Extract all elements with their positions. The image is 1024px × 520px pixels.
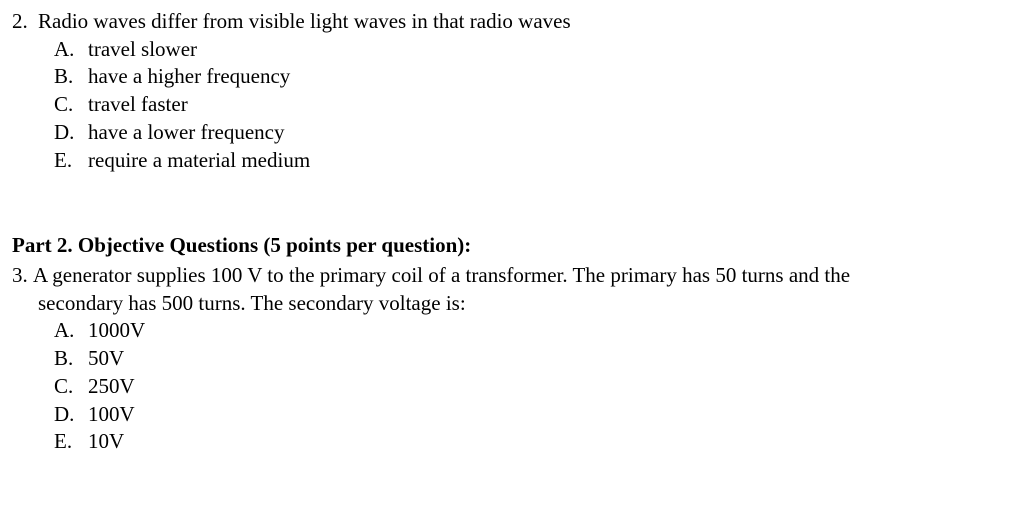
question-2: 2. Radio waves differ from visible light… [12, 8, 1012, 174]
option-text: have a lower frequency [88, 119, 1012, 147]
question-3-option-c: C. 250V [54, 373, 1012, 401]
question-2-option-b: B. have a higher frequency [54, 63, 1012, 91]
option-text: 50V [88, 345, 1012, 373]
option-letter: D. [54, 401, 88, 429]
question-3-number: 3. [12, 263, 28, 287]
question-3-options: A. 1000V B. 50V C. 250V D. 100V E. 10V [12, 317, 1012, 456]
option-text: 100V [88, 401, 1012, 429]
question-3-option-d: D. 100V [54, 401, 1012, 429]
question-2-stem-row: 2. Radio waves differ from visible light… [12, 8, 1012, 36]
question-2-number: 2. [12, 8, 38, 36]
option-text: 1000V [88, 317, 1012, 345]
option-letter: D. [54, 119, 88, 147]
question-2-option-e: E. require a material medium [54, 147, 1012, 175]
question-3: 3. A generator supplies 100 V to the pri… [12, 262, 1012, 456]
option-letter: A. [54, 317, 88, 345]
question-2-option-a: A. travel slower [54, 36, 1012, 64]
question-2-stem: Radio waves differ from visible light wa… [38, 8, 1012, 36]
question-3-stem-line2: secondary has 500 turns. The secondary v… [38, 291, 466, 315]
option-letter: C. [54, 91, 88, 119]
question-3-stem-line1: A generator supplies 100 V to the primar… [33, 263, 850, 287]
question-3-option-e: E. 10V [54, 428, 1012, 456]
option-text: travel faster [88, 91, 1012, 119]
option-letter: B. [54, 345, 88, 373]
question-2-option-d: D. have a lower frequency [54, 119, 1012, 147]
question-2-options: A. travel slower B. have a higher freque… [12, 36, 1012, 175]
option-text: have a higher frequency [88, 63, 1012, 91]
option-letter: C. [54, 373, 88, 401]
option-text: travel slower [88, 36, 1012, 64]
option-letter: E. [54, 147, 88, 175]
part-2-heading: Part 2. Objective Questions (5 points pe… [12, 232, 1012, 260]
option-letter: B. [54, 63, 88, 91]
question-2-option-c: C. travel faster [54, 91, 1012, 119]
option-letter: A. [54, 36, 88, 64]
question-3-stem: 3. A generator supplies 100 V to the pri… [12, 262, 1012, 317]
option-text: require a material medium [88, 147, 1012, 175]
question-3-option-b: B. 50V [54, 345, 1012, 373]
option-letter: E. [54, 428, 88, 456]
exam-page: 2. Radio waves differ from visible light… [0, 0, 1024, 456]
option-text: 10V [88, 428, 1012, 456]
question-3-option-a: A. 1000V [54, 317, 1012, 345]
option-text: 250V [88, 373, 1012, 401]
